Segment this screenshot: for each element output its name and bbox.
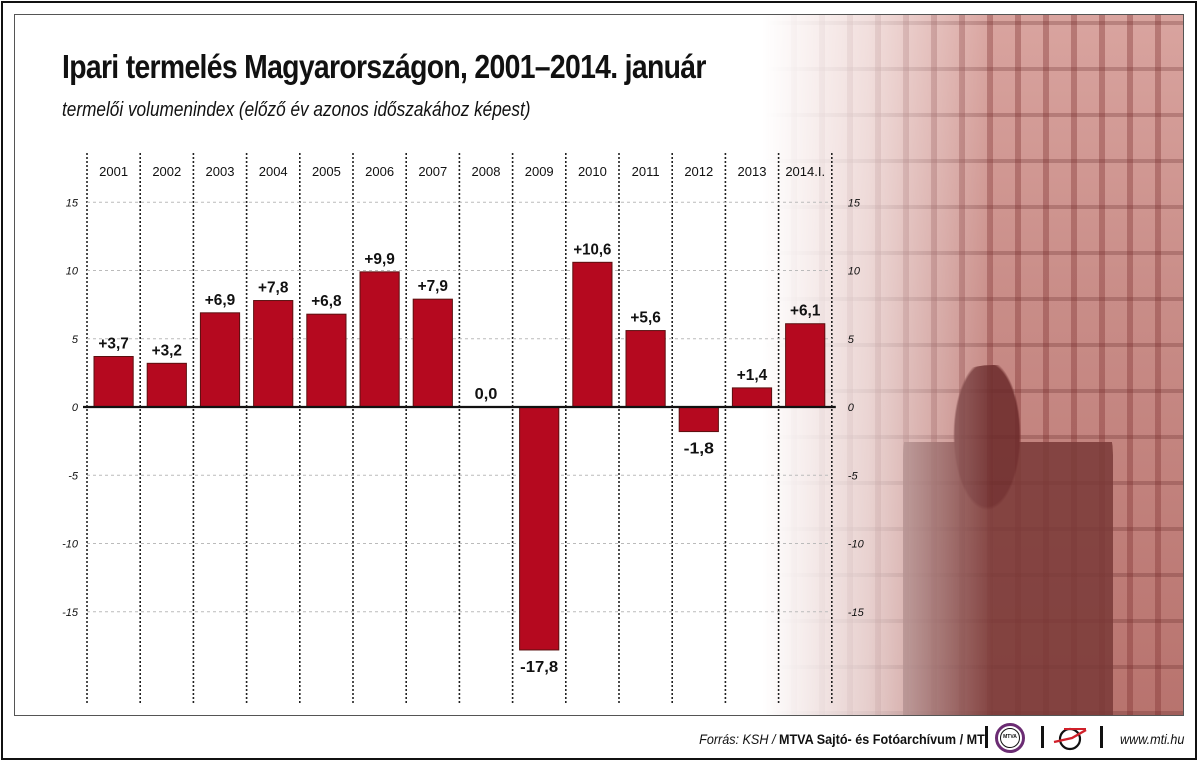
data-label: +3,7 — [98, 335, 128, 352]
y-tick-label-right: -5 — [848, 470, 859, 482]
y-tick-label-left: 10 — [66, 266, 79, 278]
y-tick-label-right: 5 — [848, 334, 855, 346]
mtva-logo-text: MTVA — [1000, 728, 1020, 748]
bar-chart: 2001 2002 2003 2004 2005 2006 2007 2008 2009 2010… — [62, 153, 865, 705]
y-tick-label-right: -15 — [848, 607, 865, 619]
data-label: +6,8 — [311, 293, 341, 310]
category-label: 2014.I. — [785, 164, 825, 179]
bar-2012 — [678, 406, 719, 433]
bar-2002 — [146, 362, 187, 408]
category-label: 2001 — [99, 164, 128, 179]
data-label: +7,9 — [418, 278, 448, 295]
bars — [83, 261, 836, 651]
website-url: www.mti.hu — [1120, 731, 1185, 747]
data-label: +6,1 — [790, 303, 820, 320]
category-label: 2002 — [152, 164, 181, 179]
y-tick-label-right: -10 — [848, 539, 865, 551]
y-tick-label-left: -5 — [68, 470, 79, 482]
y-tick-label-left: 15 — [66, 197, 79, 209]
category-label: 2004 — [259, 164, 288, 179]
gridlines — [86, 153, 833, 705]
source-prefix: Forrás: KSH / — [698, 731, 779, 747]
y-tick-label-left: 5 — [72, 334, 79, 346]
category-label: 2005 — [312, 164, 341, 179]
data-label: +9,9 — [364, 251, 394, 268]
bar-2009 — [519, 406, 560, 651]
category-label: 2006 — [365, 164, 394, 179]
y-tick-label-right: 10 — [848, 266, 861, 278]
y-tick-label-right: 0 — [848, 402, 855, 414]
data-label: +5,6 — [630, 310, 660, 327]
y-tick-label-right: 15 — [848, 197, 861, 209]
category-label: 2010 — [578, 164, 607, 179]
bar-2003 — [199, 312, 241, 408]
industrial-worker-photo — [763, 15, 1183, 715]
y-axis-left: 15 10 5 0 -5 -10 -15 — [62, 197, 79, 619]
bar-2007 — [412, 298, 453, 408]
category-label: 2011 — [632, 164, 660, 179]
bar-2001 — [93, 355, 134, 408]
chart-title: Ipari termelés Magyarországon, 2001–2014… — [62, 48, 706, 85]
category-label: 2008 — [472, 164, 501, 179]
bar-2005 — [306, 313, 347, 408]
bar-2014.I. — [785, 323, 826, 408]
footer: Forrás: KSH / MTVA Sajtó- és Fotóarchívu… — [0, 722, 1200, 756]
category-label: 2003 — [206, 164, 235, 179]
y-tick-label-left: -10 — [62, 539, 79, 551]
y-tick-label-left: -15 — [62, 607, 79, 619]
chart-subtitle: termelői volumenindex (előző év azonos i… — [62, 99, 531, 121]
bar-2010 — [572, 261, 613, 408]
category-label: 2009 — [525, 164, 554, 179]
data-label: +6,9 — [205, 292, 235, 309]
data-label: -1,8 — [684, 441, 715, 458]
separator — [1100, 726, 1103, 748]
bar-2004 — [253, 300, 294, 408]
source-agency: MTVA Sajtó- és Fotóarchívum / MTI — [778, 731, 988, 747]
worker-silhouette — [903, 365, 1113, 715]
bar-2013 — [731, 387, 773, 408]
category-label: 2007 — [418, 164, 447, 179]
data-label: +7,8 — [258, 280, 288, 297]
bar-2006 — [359, 271, 400, 408]
separator — [985, 726, 988, 748]
data-label: +1,4 — [737, 367, 767, 384]
y-tick-label-left: 0 — [72, 402, 79, 414]
mti-logo-icon — [1053, 727, 1087, 751]
data-label: 0,0 — [475, 386, 498, 403]
data-labels: +3,7 +3,2 +6,9 +7,8 +6,8 +9,9 +7,9 0,0 -17,8 +10,… — [98, 241, 820, 676]
category-label: 2012 — [684, 164, 713, 179]
separator — [1041, 726, 1044, 748]
data-label: +3,2 — [152, 342, 182, 359]
y-axis-right: 15 10 5 0 -5 -10 -15 — [848, 197, 865, 619]
category-label: 2013 — [738, 164, 767, 179]
bar-2011 — [625, 330, 666, 408]
category-labels: 2001 2002 2003 2004 2005 2006 2007 2008 2009 2010… — [99, 164, 825, 179]
data-label: -17,8 — [520, 659, 558, 676]
source-credit: Forrás: KSH / MTVA Sajtó- és Fotóarchívu… — [699, 731, 988, 747]
mtva-logo-icon: MTVA — [995, 723, 1025, 753]
data-label: +10,6 — [573, 241, 611, 258]
